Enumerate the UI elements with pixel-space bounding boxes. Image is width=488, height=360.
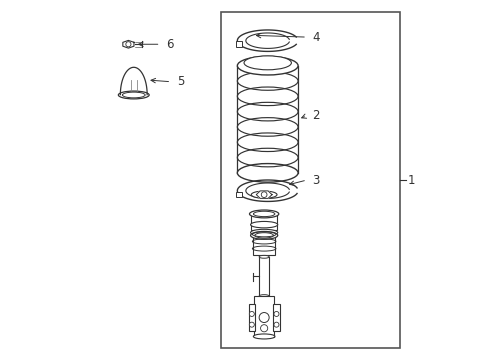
Ellipse shape [237,57,298,75]
Bar [235,192,242,197]
Text: 6: 6 [165,38,173,51]
Ellipse shape [122,92,145,98]
Polygon shape [120,67,147,95]
Circle shape [273,322,278,327]
Polygon shape [256,191,271,198]
Bar [235,41,242,47]
Bar [251,214,276,230]
Bar [221,12,399,348]
Circle shape [249,311,254,316]
Ellipse shape [251,191,276,198]
Ellipse shape [118,91,149,99]
Circle shape [249,322,254,327]
Circle shape [125,42,131,47]
Ellipse shape [250,231,277,239]
Text: 5: 5 [176,75,183,88]
Text: 2: 2 [312,109,319,122]
Circle shape [259,312,268,323]
Ellipse shape [244,56,291,70]
Ellipse shape [254,233,273,238]
Bar [254,296,273,337]
Text: 1: 1 [407,174,414,186]
Ellipse shape [253,211,274,217]
Circle shape [261,192,266,198]
Ellipse shape [250,221,277,228]
Ellipse shape [249,210,278,218]
Ellipse shape [259,255,268,258]
Text: 4: 4 [312,31,319,44]
Bar [253,235,274,255]
Text: 3: 3 [312,174,319,186]
Ellipse shape [250,229,277,236]
Ellipse shape [253,334,274,339]
Ellipse shape [237,163,298,182]
Circle shape [273,311,278,316]
Ellipse shape [259,295,268,297]
Bar [248,304,255,331]
Circle shape [260,325,267,332]
Polygon shape [122,40,134,48]
Bar [273,304,279,331]
